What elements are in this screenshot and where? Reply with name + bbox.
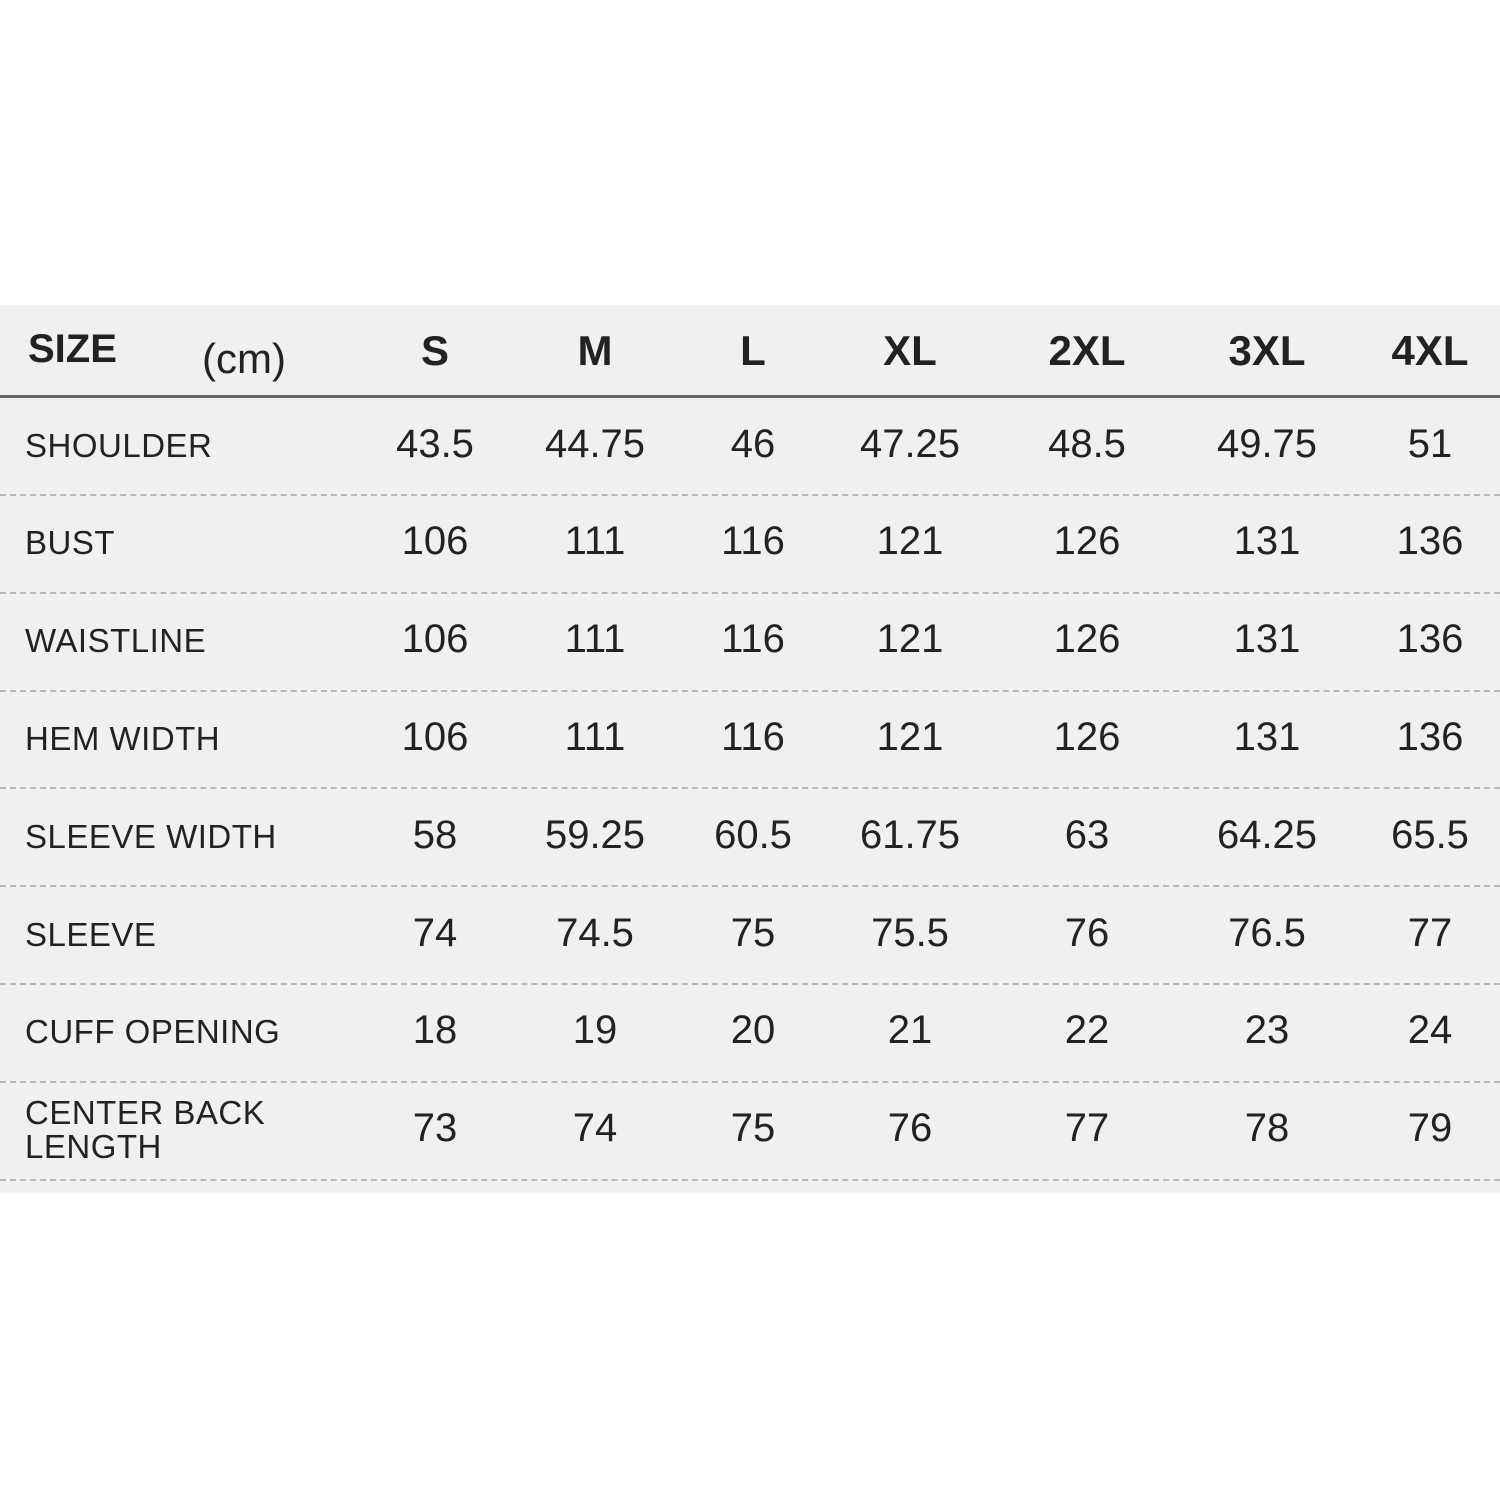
measurement-value: 116 [721, 617, 785, 662]
measurement-value: 65.5 [1391, 812, 1469, 857]
measurement-value: 75 [730, 910, 776, 955]
measurement-value: 111 [564, 519, 626, 564]
measurement-value: 76 [887, 1106, 933, 1151]
measurement-value: 47.25 [859, 421, 961, 466]
size-header: SIZE [28, 327, 117, 371]
table-row: CENTER BACK LENGTH 73 74 75 76 77 78 79 [0, 1082, 1500, 1181]
measurement-value: 77 [1064, 1106, 1110, 1151]
table-row: SHOULDER 43.5 44.75 46 47.25 48.5 49.75 51 [0, 397, 1500, 496]
measurement-value: 51 [1407, 421, 1453, 466]
measurement-value: 76.5 [1228, 910, 1306, 955]
measurement-value: 74 [412, 910, 458, 955]
size-column-header: XL [883, 327, 937, 374]
measurement-value: 76 [1064, 910, 1110, 955]
measurement-value: 126 [1053, 714, 1121, 759]
size-column-header: 4XL [1391, 327, 1469, 374]
measurement-value: 64.25 [1216, 812, 1318, 857]
measurement-value: 106 [401, 519, 469, 564]
measurement-value: 131 [1233, 519, 1301, 564]
measurement-value: 20 [730, 1008, 776, 1053]
size-column-header: 2XL [1048, 327, 1126, 374]
measurement-value: 121 [876, 714, 944, 759]
measurement-value: 59.25 [544, 812, 646, 857]
size-column-header: M [577, 327, 613, 374]
measurement-value: 106 [401, 617, 469, 662]
measurement-value: 121 [876, 617, 944, 662]
measurement-value: 106 [401, 714, 469, 759]
measurement-value: 136 [1396, 714, 1464, 759]
measurement-value: 60.5 [714, 812, 792, 857]
measurement-value: 74.5 [556, 910, 634, 955]
measurement-label: SLEEVE [25, 915, 157, 953]
measurement-value: 131 [1233, 617, 1301, 662]
measurement-value: 75.5 [871, 910, 949, 955]
measurement-value: 23 [1244, 1008, 1290, 1053]
measurement-value: 111 [564, 714, 626, 759]
measurement-label: CUFF OPENING [25, 1013, 281, 1051]
measurement-value: 136 [1396, 617, 1464, 662]
measurement-label: CENTER BACK LENGTH [25, 1094, 266, 1166]
measurement-label: WAISTLINE [25, 622, 207, 660]
measurement-value: 46 [730, 421, 776, 466]
measurement-value: 111 [564, 617, 626, 662]
measurement-value: 44.75 [544, 421, 646, 466]
measurement-label: SLEEVE WIDTH [25, 817, 277, 855]
measurement-value: 21 [887, 1008, 933, 1053]
measurement-value: 58 [412, 812, 458, 857]
measurement-value: 116 [721, 714, 785, 759]
measurement-value: 18 [412, 1008, 458, 1053]
measurement-value: 121 [876, 519, 944, 564]
measurement-label: HEM WIDTH [25, 719, 221, 757]
measurement-value: 19 [572, 1008, 618, 1053]
unit-label: (cm) [202, 335, 286, 382]
table-row: BUST 106 111 116 121 126 131 136 [0, 495, 1500, 594]
measurement-value: 131 [1233, 714, 1301, 759]
measurement-value: 49.75 [1216, 421, 1318, 466]
measurement-value: 73 [412, 1106, 458, 1151]
measurement-value: 79 [1407, 1106, 1453, 1151]
table-row: CUFF OPENING 18 19 20 21 22 23 24 [0, 984, 1500, 1083]
measurement-value: 63 [1064, 812, 1110, 857]
table-row: WAISTLINE 106 111 116 121 126 131 136 [0, 593, 1500, 692]
header-row: SIZE (cm) S M L XL 2XL 3XL 4XL [0, 305, 1500, 398]
size-column-header: L [740, 327, 766, 374]
measurement-value: 61.75 [859, 812, 961, 857]
size-column-header: 3XL [1228, 327, 1306, 374]
measurement-value: 48.5 [1048, 421, 1126, 466]
table-row: SLEEVE 74 74.5 75 75.5 76 76.5 77 [0, 886, 1500, 985]
measurement-value: 77 [1407, 910, 1453, 955]
measurement-value: 126 [1053, 617, 1121, 662]
measurement-value: 75 [730, 1106, 776, 1151]
measurement-value: 24 [1407, 1008, 1453, 1053]
measurement-value: 78 [1244, 1106, 1290, 1151]
measurement-value: 126 [1053, 519, 1121, 564]
table-row: HEM WIDTH 106 111 116 121 126 131 136 [0, 690, 1500, 790]
measurement-value: 22 [1064, 1008, 1110, 1053]
measurement-value: 74 [572, 1106, 618, 1151]
table-row: SLEEVE WIDTH 58 59.25 60.5 61.75 63 64.25 65.5 [0, 788, 1500, 888]
measurement-value: 43.5 [396, 421, 474, 466]
size-chart-table: SIZE (cm) S M L XL 2XL 3XL 4XL SHOULDER 43.5 44.… [0, 305, 1500, 1193]
measurement-label: BUST [25, 524, 116, 562]
measurement-value: 116 [721, 519, 785, 564]
size-column-header: S [420, 327, 450, 374]
measurement-value: 136 [1396, 519, 1464, 564]
measurement-label: SHOULDER [25, 426, 213, 464]
